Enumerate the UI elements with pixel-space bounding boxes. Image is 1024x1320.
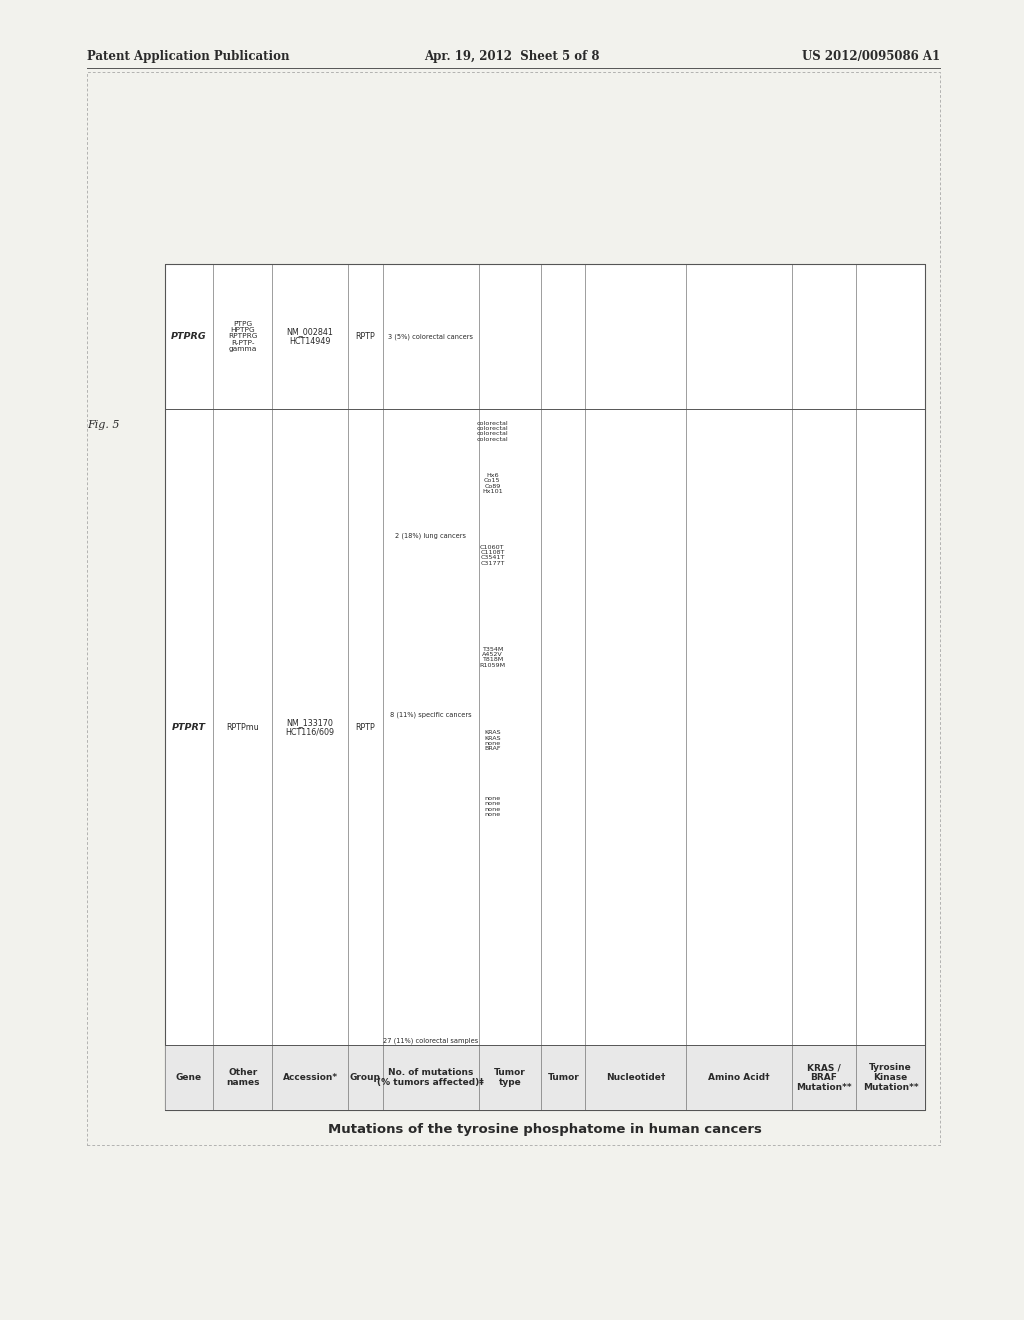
Text: Nucleotide†: Nucleotide† bbox=[606, 1073, 666, 1082]
Text: PTPG
HPTPG
RPTPRG
R-PTP-
gamma: PTPG HPTPG RPTPRG R-PTP- gamma bbox=[228, 321, 257, 352]
Text: NM_002841
HCT14949: NM_002841 HCT14949 bbox=[287, 327, 334, 346]
Text: No. of mutations
(% tumors affected)‡: No. of mutations (% tumors affected)‡ bbox=[378, 1068, 484, 1086]
Text: 27 (11%) colorectal samples: 27 (11%) colorectal samples bbox=[383, 1038, 478, 1044]
Text: T354M
A452V
T818M
R1059M: T354M A452V T818M R1059M bbox=[479, 647, 506, 668]
Text: PTPRG: PTPRG bbox=[171, 333, 207, 341]
Text: 8 (11%) specific cancers: 8 (11%) specific cancers bbox=[390, 711, 472, 718]
Text: KRAS
KRAS
none
BRAF: KRAS KRAS none BRAF bbox=[484, 730, 501, 751]
Text: Tyrosine
Kinase
Mutation**: Tyrosine Kinase Mutation** bbox=[862, 1064, 919, 1092]
Text: Tumor: Tumor bbox=[548, 1073, 580, 1082]
Text: Tumor
type: Tumor type bbox=[495, 1068, 526, 1086]
Text: Apr. 19, 2012  Sheet 5 of 8: Apr. 19, 2012 Sheet 5 of 8 bbox=[424, 50, 600, 63]
Text: Gene: Gene bbox=[176, 1073, 202, 1082]
Text: 2 (18%) lung cancers: 2 (18%) lung cancers bbox=[395, 533, 466, 540]
Text: RPTP: RPTP bbox=[355, 722, 375, 731]
Text: Patent Application Publication: Patent Application Publication bbox=[87, 50, 290, 63]
Text: KRAS /
BRAF
Mutation**: KRAS / BRAF Mutation** bbox=[796, 1064, 852, 1092]
Text: PTPRT: PTPRT bbox=[172, 722, 206, 731]
Text: Group: Group bbox=[350, 1073, 381, 1082]
Bar bbox=[87, 73, 940, 1144]
Text: C1060T
C1108T
C3541T
C3177T: C1060T C1108T C3541T C3177T bbox=[480, 545, 505, 566]
Text: colorectal
colorectal
colorectal
colorectal: colorectal colorectal colorectal colorec… bbox=[476, 421, 508, 441]
Text: Mutations of the tyrosine phosphatome in human cancers: Mutations of the tyrosine phosphatome in… bbox=[328, 1123, 762, 1137]
Text: Fig. 5: Fig. 5 bbox=[87, 420, 120, 430]
Text: RPTP: RPTP bbox=[355, 333, 375, 341]
Text: none
none
none
none: none none none none bbox=[484, 796, 501, 817]
Bar bbox=[165, 1045, 925, 1110]
Text: Accession*: Accession* bbox=[283, 1073, 338, 1082]
Text: Amino Acid†: Amino Acid† bbox=[709, 1073, 770, 1082]
Text: US 2012/0095086 A1: US 2012/0095086 A1 bbox=[802, 50, 940, 63]
Text: Other
names: Other names bbox=[226, 1068, 259, 1086]
Text: NM_133170
HCT116/609: NM_133170 HCT116/609 bbox=[286, 718, 335, 737]
Bar bbox=[165, 264, 925, 1110]
Text: Hx6
Co15
Co89
Hx101: Hx6 Co15 Co89 Hx101 bbox=[482, 473, 503, 494]
Text: RPTPmu: RPTPmu bbox=[226, 722, 259, 731]
Text: 3 (5%) colorectal cancers: 3 (5%) colorectal cancers bbox=[388, 333, 473, 339]
